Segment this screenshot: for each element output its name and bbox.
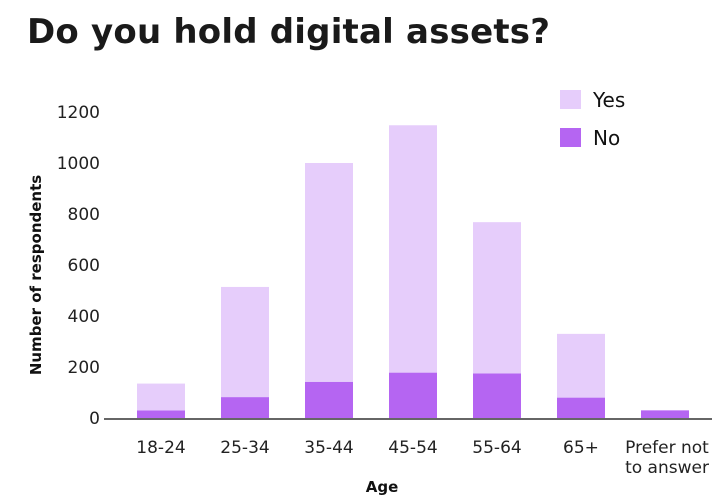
y-tick-label: 800 [68, 205, 100, 225]
x-tick-label: 55-64 [472, 438, 521, 458]
legend-swatch-yes [560, 90, 581, 109]
bar-no [389, 372, 437, 418]
bar-yes [557, 333, 605, 398]
legend-label-no: No [593, 126, 620, 150]
x-tick-label: 25-34 [220, 438, 269, 458]
y-tick-label: 600 [68, 256, 100, 276]
x-tick-label: 35-44 [304, 438, 353, 458]
bar-yes [221, 286, 269, 398]
bar-yes [473, 222, 521, 374]
bar-yes [389, 125, 437, 373]
bar-no [557, 397, 605, 418]
x-tick-label: 65+ [563, 438, 599, 458]
legend-swatch-no [560, 128, 581, 147]
bar-yes [137, 383, 185, 411]
x-tick-label: 18-24 [136, 438, 185, 458]
bar-no [221, 397, 269, 418]
bar-no [641, 410, 689, 418]
y-tick-label: 1000 [57, 154, 100, 174]
chart-title: Do you hold digital assets? [27, 12, 551, 52]
x-tick-label: 45-54 [388, 438, 437, 458]
y-tick-label: 1200 [57, 103, 100, 123]
y-tick-label: 400 [68, 307, 100, 327]
y-axis-label: Number of respondents [27, 175, 45, 375]
bar-yes [305, 163, 353, 382]
bar-no [137, 410, 185, 418]
bar-no [305, 381, 353, 418]
x-tick-label: to answer [625, 458, 709, 478]
legend-label-yes: Yes [592, 88, 625, 112]
y-tick-label: 200 [68, 358, 100, 378]
y-tick-label: 0 [89, 409, 100, 429]
x-axis-label: Age [366, 478, 399, 496]
x-tick-label: Prefer not [625, 438, 709, 458]
bar-no [473, 373, 521, 418]
